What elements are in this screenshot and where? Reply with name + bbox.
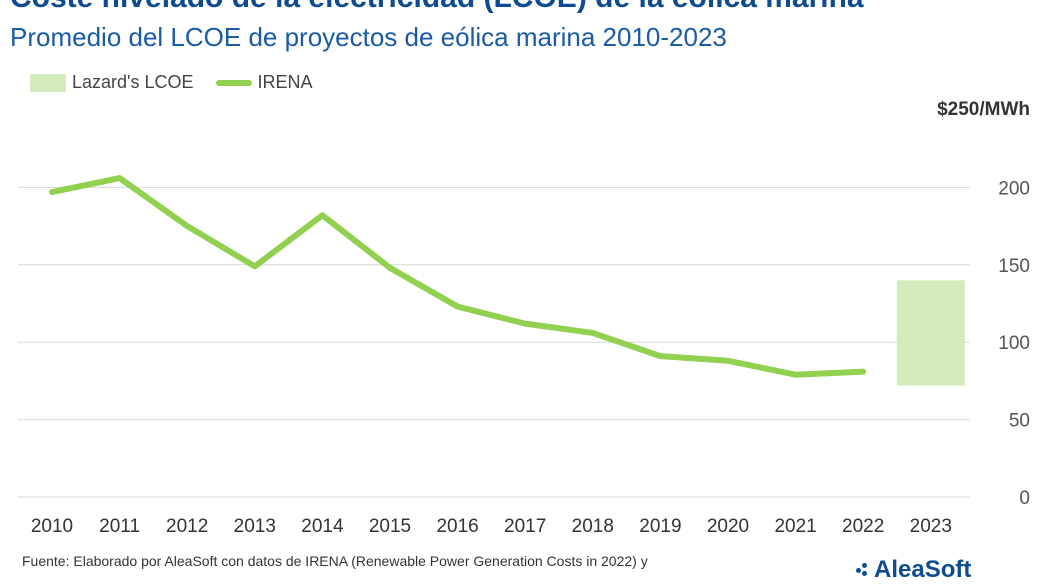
- legend-label-irena: IRENA: [257, 72, 313, 92]
- chart-subtitle: Promedio del LCOE de proyectos de eólica…: [10, 22, 727, 52]
- x-tick-label-2018: 2018: [572, 516, 614, 537]
- logo-dots-icon: [856, 563, 870, 577]
- x-tick-label-2022: 2022: [842, 516, 884, 537]
- chart-title: Coste nivelado de la electricidad (LCOE)…: [10, 0, 864, 16]
- aleasoft-logo: AleaSoft: [856, 556, 971, 584]
- x-tick-label-2023: 2023: [910, 516, 952, 537]
- x-tick-label-2020: 2020: [707, 516, 749, 537]
- x-tick-label-2016: 2016: [436, 516, 478, 537]
- y-tick-label-100: 100: [998, 333, 1030, 354]
- x-tick-label-2014: 2014: [301, 516, 344, 537]
- y-axis-unit-label: $250/MWh: [937, 99, 1030, 120]
- irena-point-2014: [321, 214, 323, 216]
- legend-label-lazard: Lazard's LCOE: [72, 72, 194, 92]
- irena-point-2022: [862, 371, 864, 373]
- irena-point-2011: [119, 177, 121, 179]
- irena-point-2019: [659, 355, 661, 357]
- x-tick-label-2012: 2012: [166, 516, 208, 537]
- irena-point-2016: [457, 306, 459, 308]
- irena-series-line: [49, 175, 867, 378]
- irena-point-2012: [186, 225, 188, 227]
- legend-swatch-irena: [215, 79, 252, 86]
- irena-point-2018: [592, 332, 594, 334]
- lazard-range-bar: [896, 280, 965, 386]
- x-tick-label-2010: 2010: [31, 516, 73, 537]
- x-tick-label-2021: 2021: [774, 516, 816, 537]
- x-tick-label-2013: 2013: [234, 516, 276, 537]
- irena-point-2020: [727, 360, 729, 362]
- legend: Lazard's LCOE IRENA: [30, 72, 313, 93]
- irena-point-2013: [254, 265, 256, 267]
- x-tick-label-2017: 2017: [504, 516, 546, 537]
- source-note: Fuente: Elaborado por AleaSoft con datos…: [22, 553, 648, 569]
- irena-point-2010: [51, 191, 53, 193]
- irena-point-2021: [795, 374, 797, 376]
- x-tick-label-2019: 2019: [639, 516, 681, 537]
- logo-text: AleaSoft: [874, 556, 972, 583]
- irena-point-2015: [389, 267, 391, 269]
- irena-point-2017: [524, 323, 526, 325]
- y-tick-label-200: 200: [998, 178, 1030, 199]
- y-tick-label-50: 50: [1009, 411, 1030, 432]
- y-tick-label-150: 150: [998, 256, 1030, 277]
- y-tick-label-0: 0: [1019, 488, 1030, 509]
- legend-swatch-lazard: [30, 73, 66, 92]
- x-tick-label-2011: 2011: [99, 516, 140, 537]
- x-tick-label-2015: 2015: [369, 516, 411, 537]
